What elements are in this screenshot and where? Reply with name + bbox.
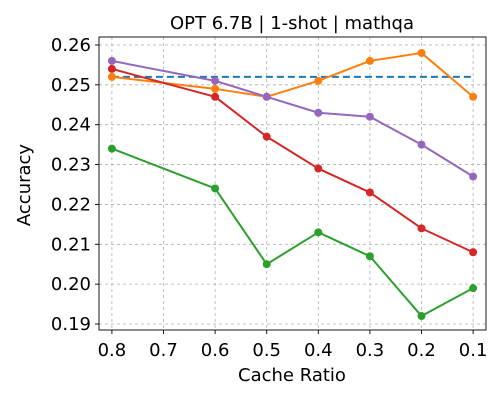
- data-point: [314, 108, 323, 117]
- data-point: [417, 140, 426, 149]
- tick-layer: 0.8 0.7 0.6 0.5 0.4 0.3 0.2 0.1 0.19 0.20 0.21 0.22…: [51, 35, 487, 361]
- y-tick-label: 0.19: [51, 314, 91, 335]
- data-point: [469, 284, 478, 293]
- x-tick-label: 0.5: [252, 340, 281, 361]
- grid-layer: [99, 37, 486, 330]
- data-point: [469, 172, 478, 181]
- plot-frame: [98, 36, 487, 331]
- series-line: [111, 51, 474, 98]
- data-point: [107, 64, 116, 73]
- x-tick-label: 0.7: [149, 340, 178, 361]
- data-point: [365, 112, 374, 121]
- data-point: [469, 92, 478, 101]
- y-tick-label: 0.24: [51, 115, 91, 136]
- data-point: [107, 72, 116, 81]
- y-axis-label: Accuracy: [14, 144, 35, 227]
- x-axis-label: Cache Ratio: [238, 365, 346, 386]
- data-point: [107, 144, 116, 153]
- y-tick-label: 0.22: [51, 194, 91, 215]
- data-point: [365, 252, 374, 261]
- data-point: [211, 92, 220, 101]
- y-tick-label: 0.23: [51, 155, 91, 176]
- chart-title: OPT 6.7B | 1-shot | mathqa: [170, 13, 414, 34]
- data-point: [262, 132, 271, 141]
- data-point: [211, 84, 220, 93]
- x-tick-label: 0.1: [459, 340, 488, 361]
- series-line: [111, 147, 474, 318]
- data-point: [211, 76, 220, 85]
- data-point: [365, 56, 374, 65]
- data-point: [314, 228, 323, 237]
- y-tick-label: 0.21: [51, 234, 91, 255]
- data-point: [314, 76, 323, 85]
- x-tick-label: 0.2: [407, 340, 436, 361]
- y-tick-label: 0.26: [51, 35, 91, 56]
- data-point: [417, 224, 426, 233]
- data-point: [469, 248, 478, 257]
- series-layer: [107, 48, 478, 321]
- series-line: [111, 67, 474, 254]
- x-tick-label: 0.4: [304, 340, 333, 361]
- x-tick-label: 0.8: [98, 340, 127, 361]
- data-point: [417, 312, 426, 321]
- data-point: [417, 48, 426, 57]
- y-tick-label: 0.20: [51, 274, 91, 295]
- x-tick-label: 0.6: [201, 340, 230, 361]
- data-point: [365, 188, 374, 197]
- data-point: [211, 184, 220, 193]
- y-tick-label: 0.25: [51, 75, 91, 96]
- data-point: [314, 164, 323, 173]
- data-point: [107, 56, 116, 65]
- series-line: [111, 59, 474, 178]
- data-point: [262, 260, 271, 269]
- x-tick-label: 0.3: [356, 340, 385, 361]
- data-point: [262, 92, 271, 101]
